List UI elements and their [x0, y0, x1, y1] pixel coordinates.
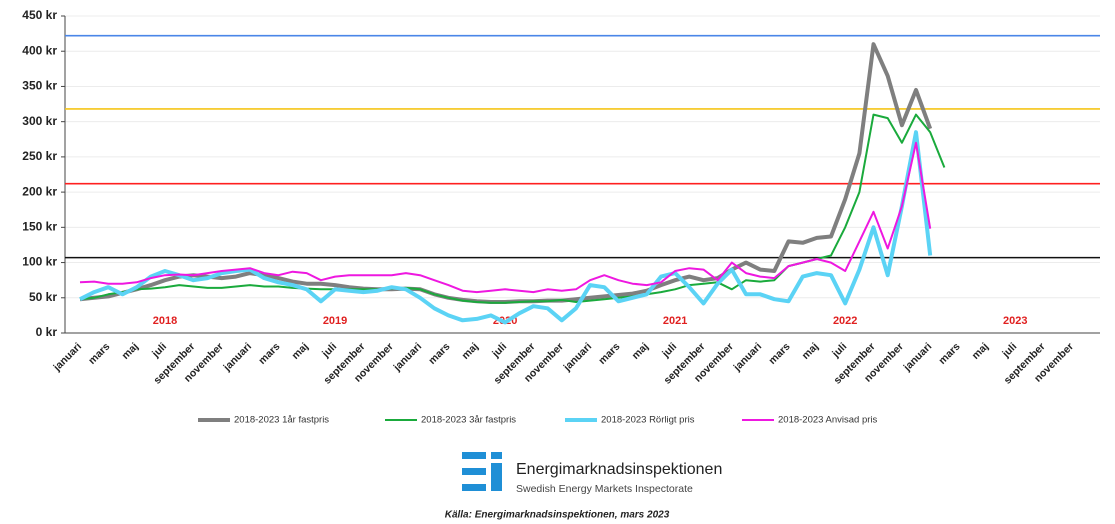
x-tick-label: mars	[766, 340, 792, 366]
legend-label: 2018-2023 3år fastpris	[421, 415, 516, 426]
series-line	[79, 130, 933, 325]
x-tick-label: maj	[460, 341, 481, 362]
year-label: 2021	[663, 315, 687, 327]
x-tick-label: juli	[319, 341, 339, 361]
x-tick-label: mars	[86, 340, 112, 366]
x-tick-label: januari	[51, 341, 85, 375]
logo-icon	[462, 452, 502, 491]
year-label: 2019	[323, 315, 347, 327]
series-line	[79, 141, 932, 294]
x-tick-label: januari	[221, 341, 255, 375]
y-tick-label: 200 kr	[22, 184, 57, 198]
year-label: 2018	[153, 315, 177, 327]
x-tick-label: juli	[149, 341, 169, 361]
x-tick-label: juli	[659, 341, 679, 361]
x-tick-label: mars	[936, 340, 962, 366]
y-tick-label: 250 kr	[22, 149, 57, 163]
x-tick-label: maj	[800, 341, 821, 362]
source: Källa: Energimarknadsinspektionen, mars …	[445, 510, 670, 521]
logo-name: Energimarknadsinspektionen	[516, 461, 722, 478]
x-tick-label: januari	[731, 341, 765, 375]
y-tick-label: 50 kr	[29, 290, 57, 304]
y-tick-label: 0 kr	[36, 325, 58, 339]
y-tick-label: 300 kr	[22, 114, 57, 128]
y-tick-label: 150 kr	[22, 220, 57, 234]
x-tick-label: juli	[829, 341, 849, 361]
x-tick-label: mars	[426, 340, 452, 366]
x-tick-label: juli	[489, 341, 509, 361]
x-tick-label: juli	[999, 341, 1019, 361]
x-tick-label: januari	[901, 341, 935, 375]
x-tick-label: maj	[630, 341, 651, 362]
y-tick-label: 400 kr	[22, 43, 57, 57]
logo-subtitle: Swedish Energy Markets Inspectorate	[516, 483, 693, 495]
x-tick-label: maj	[290, 341, 311, 362]
y-tick-label: 100 kr	[22, 255, 57, 269]
x-tick-label: januari	[561, 341, 595, 375]
x-tick-label: mars	[256, 340, 282, 366]
y-tick-label: 450 kr	[22, 8, 57, 22]
x-tick-label: mars	[596, 340, 622, 366]
year-label: 2023	[1003, 315, 1027, 327]
x-tick-label: maj	[970, 341, 991, 362]
year-label: 2022	[833, 315, 857, 327]
x-tick-label: januari	[391, 341, 425, 375]
legend-label: 2018-2023 Anvisad pris	[778, 415, 878, 426]
y-tick-label: 350 kr	[22, 79, 57, 93]
x-tick-label: maj	[119, 341, 140, 362]
legend-label: 2018-2023 Rörligt pris	[601, 415, 695, 426]
legend-label: 2018-2023 1år fastpris	[234, 415, 329, 426]
